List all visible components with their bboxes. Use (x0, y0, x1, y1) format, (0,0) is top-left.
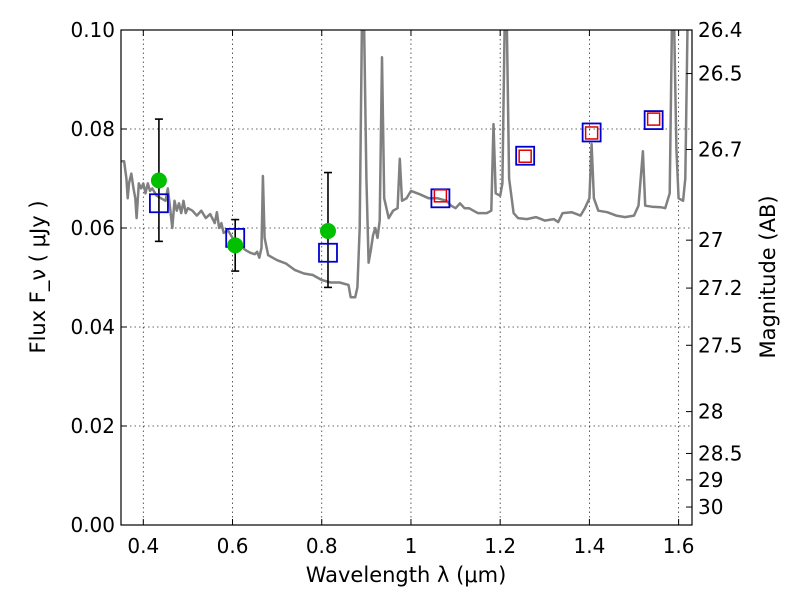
limit-square-marker (584, 126, 599, 140)
model-square-marker (149, 193, 169, 214)
right-tick-label: 27.2 (698, 276, 743, 300)
limit-square-marker (646, 112, 661, 126)
right-tick-label: 27.5 (698, 333, 743, 357)
x-tick-label: 1.4 (573, 534, 605, 558)
x-tick-label: 1.6 (663, 534, 695, 558)
right-tick-label: 28.5 (698, 441, 743, 465)
right-tick-label: 28 (698, 400, 723, 424)
model-square-marker (581, 122, 602, 143)
right-axis-label: Magnitude (AB) (756, 195, 780, 358)
right-tick-label: 26.7 (698, 138, 743, 162)
y-tick-label: 0.02 (70, 414, 115, 438)
observed-flux-point (150, 172, 167, 189)
y-tick-label: 0.10 (70, 18, 115, 42)
right-tick-label: 26.4 (698, 18, 743, 42)
x-tick-label: 0.4 (127, 534, 159, 558)
model-square-marker (515, 145, 536, 166)
y-tick-label: 0.04 (70, 315, 115, 339)
x-tick-label: 1.2 (484, 534, 516, 558)
y-tick-label: 0.00 (70, 513, 115, 537)
x-tick-label: 1 (405, 534, 418, 558)
limit-square-marker (433, 189, 448, 203)
sed-line (121, 30, 689, 299)
y-axis-label: Flux F_ν ( μJy ) (26, 200, 51, 353)
x-axis-label: Wavelength λ (μm) (306, 563, 507, 587)
right-tick-label: 27 (698, 228, 723, 252)
y-tick-label: 0.08 (70, 117, 115, 141)
plot-frame (120, 29, 693, 526)
observed-flux-point (319, 222, 336, 239)
right-tick-label: 30 (698, 495, 723, 519)
y-tick-label: 0.06 (70, 216, 115, 240)
observed-flux-point (227, 237, 244, 254)
grid (121, 30, 692, 525)
plot-series (121, 30, 689, 299)
right-tick-label: 29 (698, 468, 723, 492)
right-tick-label: 26.5 (698, 62, 743, 86)
model-square-marker (643, 110, 664, 130)
limit-square-marker (518, 149, 532, 163)
axis-ticks: 0.4 0.6 0.8 1 1.2 1.4 1.6 0.00 0.02 0.04 0.06 0.08 0… (70, 18, 742, 558)
x-tick-label: 0.6 (217, 534, 249, 558)
model-square-marker (318, 242, 338, 263)
x-tick-label: 0.8 (306, 534, 338, 558)
